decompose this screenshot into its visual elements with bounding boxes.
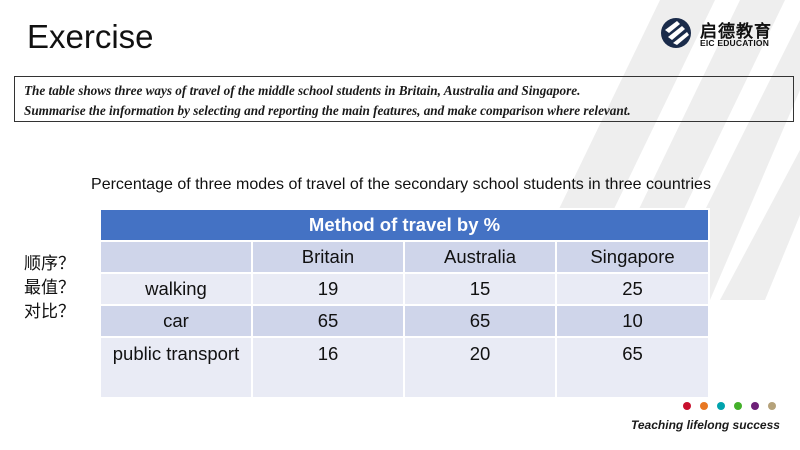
table-title: Method of travel by %	[98, 208, 711, 242]
logo-chinese-name: 启德教育	[700, 22, 772, 41]
table-cell: 10	[554, 304, 711, 338]
column-header-britain: Britain	[251, 240, 405, 274]
table-cell: 65	[403, 304, 557, 338]
brand-dot	[734, 402, 742, 410]
table-cell: 19	[251, 272, 405, 306]
table-cell: 16	[251, 336, 405, 399]
table-row: public transport 16 20 65	[99, 336, 711, 399]
side-notes: 顺序？ 最值？ 对比？	[24, 252, 75, 324]
table-row: car 65 65 10	[99, 304, 711, 338]
row-label-walking: walking	[99, 272, 253, 306]
column-header-singapore: Singapore	[554, 240, 711, 274]
row-label-car: car	[99, 304, 253, 338]
eic-logo: 启德教育 EIC EDUCATION	[656, 14, 786, 50]
side-note-comparison: 对比？	[24, 302, 75, 322]
table-caption: Percentage of three modes of travel of t…	[91, 176, 711, 193]
brand-dot	[751, 402, 759, 410]
table-cell: 15	[403, 272, 557, 306]
brand-dot	[683, 402, 691, 410]
task-instructions: The table shows three ways of travel of …	[14, 76, 794, 122]
logo-english-name: EIC EDUCATION	[700, 38, 770, 48]
brand-dot	[700, 402, 708, 410]
table-cell: 20	[403, 336, 557, 399]
brand-dot	[768, 402, 776, 410]
brand-tagline: Teaching lifelong success	[631, 418, 780, 432]
task-line-2: Summarise the information by selecting a…	[24, 103, 631, 118]
side-note-order: 顺序？	[24, 254, 75, 274]
eic-logo-icon	[661, 18, 691, 48]
table-cell: 65	[251, 304, 405, 338]
table-column-header-row: Britain Australia Singapore	[99, 240, 711, 274]
table-row: walking 19 15 25	[99, 272, 711, 306]
brand-dot	[717, 402, 725, 410]
table-cell: 25	[554, 272, 711, 306]
column-header-empty	[99, 240, 253, 274]
side-note-extremes: 最值？	[24, 278, 75, 298]
page-title: Exercise	[27, 18, 154, 55]
row-label-public-transport: public transport	[99, 336, 253, 399]
travel-table: Method of travel by % Britain Australia …	[98, 208, 711, 399]
table-cell: 65	[554, 336, 711, 399]
task-line-1: The table shows three ways of travel of …	[24, 83, 581, 98]
column-header-australia: Australia	[403, 240, 557, 274]
